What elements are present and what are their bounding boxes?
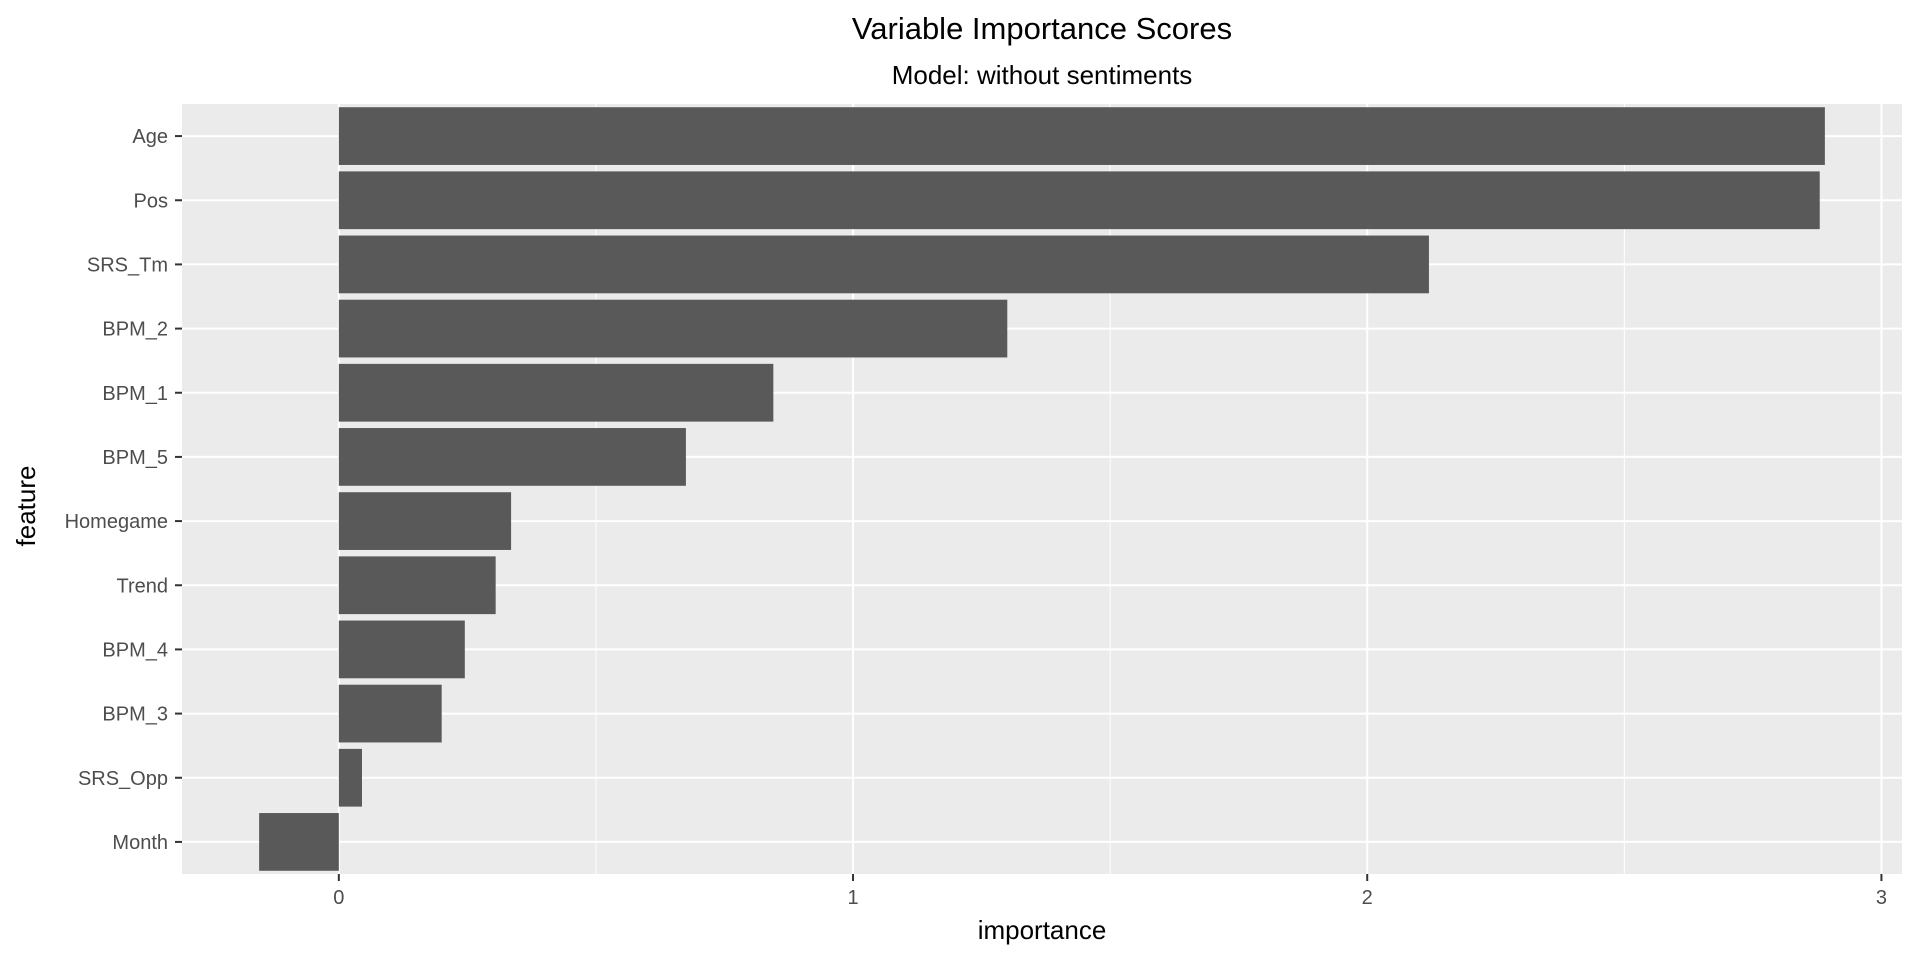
y-tick-label: Homegame [65, 511, 168, 533]
x-tick-label: 1 [847, 887, 858, 909]
bar-month [259, 813, 339, 871]
y-tick-label: Month [112, 832, 168, 854]
y-axis-label: feature [11, 466, 41, 547]
bar-bpm-3 [338, 684, 442, 743]
y-tick-label: BPM_2 [102, 319, 168, 341]
bar-bpm-4 [338, 620, 465, 679]
y-tick-label: Trend [116, 575, 168, 597]
chart-title: Variable Importance Scores [852, 11, 1232, 46]
bar-bpm-5 [338, 428, 686, 486]
bar-bpm-1 [338, 363, 774, 422]
bar-bpm-2 [338, 299, 1008, 358]
y-tick-label: Age [132, 126, 168, 148]
x-tick-label: 3 [1876, 887, 1887, 909]
bar-pos [338, 171, 1820, 230]
bar-age [338, 107, 1825, 165]
y-tick-label: Pos [134, 190, 168, 212]
bar-srs-tm [338, 235, 1429, 294]
y-axis: Age Pos SRS_Tm BPM_2 BPM_1 BPM_5 Homegame Trend… [65, 126, 182, 854]
bar-srs-opp [338, 748, 362, 807]
y-tick-label: BPM_5 [102, 447, 168, 469]
y-tick-label: BPM_4 [102, 639, 168, 661]
y-tick-label: SRS_Opp [78, 768, 168, 790]
x-tick-label: 0 [333, 887, 344, 909]
chart-subtitle: Model: without sentiments [892, 60, 1193, 90]
bar-trend [338, 556, 496, 615]
x-tick-label: 2 [1362, 887, 1373, 909]
y-tick-label: BPM_3 [102, 704, 168, 726]
x-axis: 0 1 2 3 [333, 874, 1887, 909]
bars [259, 107, 1825, 871]
x-axis-label: importance [978, 915, 1107, 945]
y-tick-label: BPM_1 [102, 383, 168, 405]
bar-homegame [338, 492, 512, 550]
y-tick-label: SRS_Tm [87, 254, 168, 276]
plot-panel [182, 104, 1902, 874]
